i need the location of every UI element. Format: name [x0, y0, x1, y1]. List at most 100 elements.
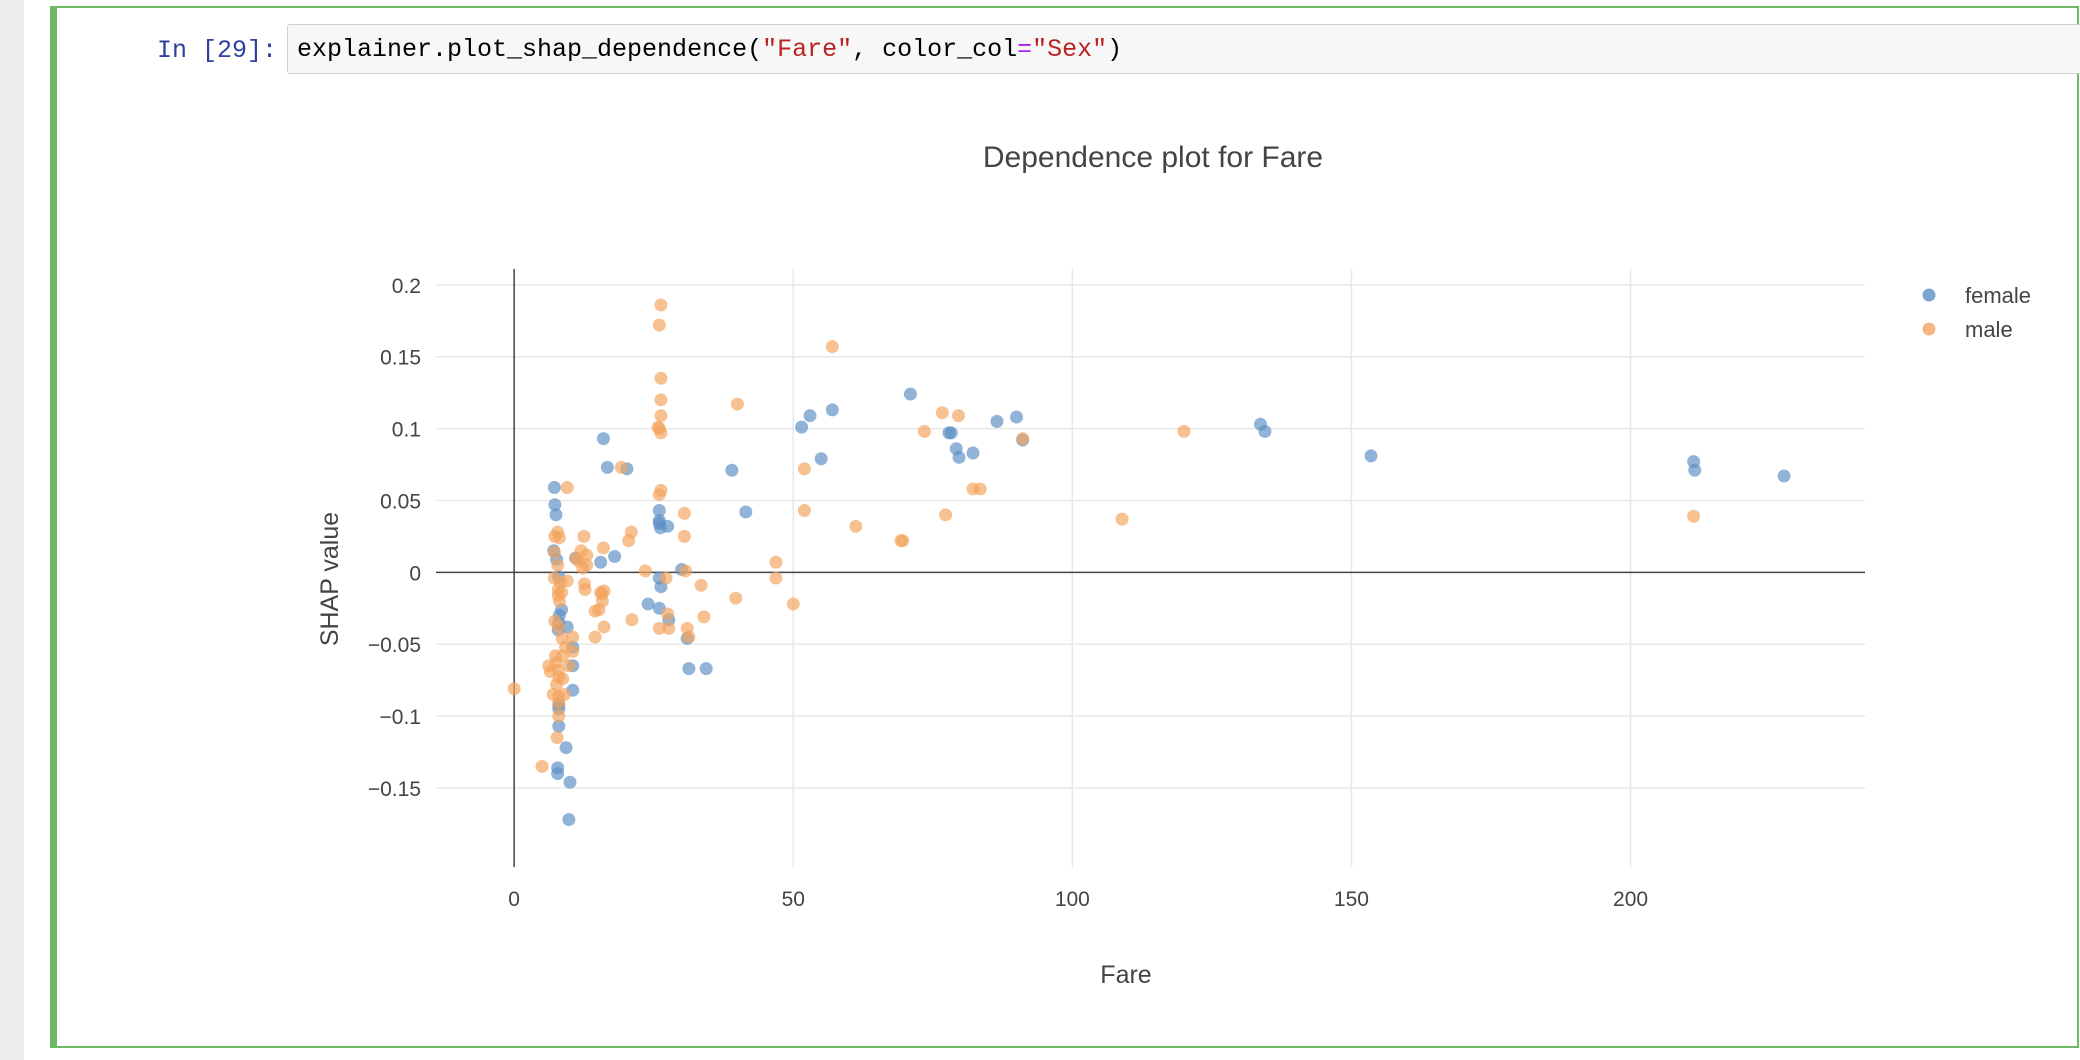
male-point [547, 545, 561, 559]
male-point [535, 759, 549, 773]
x-tick-label: 50 [782, 888, 805, 911]
male-point [652, 621, 666, 635]
legend[interactable]: female male [1922, 283, 2032, 342]
male-point [588, 630, 602, 644]
male-point [654, 298, 668, 312]
male-point [551, 558, 565, 572]
female-point [552, 719, 566, 733]
male-point [578, 583, 592, 597]
male-point [566, 630, 580, 644]
code-token: = [1017, 35, 1033, 64]
male-point [550, 731, 564, 745]
y-axis-label: SHAP value [316, 512, 344, 646]
female-point [652, 504, 666, 517]
x-tick-label: 150 [1334, 888, 1369, 911]
male-point [679, 564, 693, 578]
male-point [849, 519, 863, 533]
male-point [577, 529, 591, 543]
male-point [896, 534, 910, 548]
male-point [566, 644, 580, 658]
female-point [547, 481, 561, 494]
male-point [1016, 432, 1030, 446]
x-tick-label: 100 [1055, 888, 1090, 911]
cell-prompt: In [29]: [157, 36, 278, 65]
y-tick-label: 0.15 [380, 347, 421, 370]
female-point [549, 508, 563, 522]
male-point [973, 482, 987, 496]
grid [436, 269, 1865, 867]
male-point [654, 371, 668, 385]
male-point [797, 462, 811, 476]
male-point [730, 397, 744, 411]
legend-marker [1922, 288, 1936, 302]
male-point [935, 406, 949, 420]
y-tick-label: 0.05 [380, 490, 421, 513]
male-point [677, 529, 691, 543]
male-point [677, 506, 691, 520]
notebook-cell[interactable]: In [29]: explainer.plot_shap_dependence(… [50, 6, 2080, 1048]
male-point [697, 610, 711, 624]
y-tick-label: 0 [409, 562, 421, 585]
female-point [641, 597, 655, 611]
female-point [661, 519, 675, 533]
male-point [560, 481, 574, 494]
female-point [1258, 424, 1272, 438]
male-point [625, 613, 639, 627]
female-point [596, 432, 610, 446]
female-point [551, 767, 565, 781]
male-point [562, 659, 576, 673]
male-point [682, 630, 696, 644]
x-tick-label: 0 [508, 888, 520, 911]
female-point [608, 550, 622, 563]
female-point [559, 741, 573, 755]
female-point [548, 498, 562, 512]
male-point [1115, 512, 1129, 526]
male-point [596, 541, 610, 555]
male-point [555, 585, 569, 599]
female-point [825, 403, 839, 417]
male-point [507, 682, 521, 696]
male-point [769, 571, 783, 585]
female-point [1777, 469, 1791, 483]
legend-label: female [1965, 283, 2031, 308]
code-token: , color_col [852, 35, 1018, 64]
male-point [662, 621, 676, 635]
code-token: explainer.plot_shap_dependence( [297, 35, 763, 64]
male-point [917, 424, 931, 438]
male-point [939, 508, 953, 522]
legend-marker [1922, 322, 1936, 336]
male-point [654, 393, 668, 407]
male-point [694, 578, 708, 592]
female-point [594, 555, 608, 569]
female-point [699, 662, 713, 676]
male-point [552, 620, 566, 634]
male-point [786, 597, 800, 611]
female-point [1010, 410, 1024, 424]
female-point [739, 505, 753, 519]
male-point [597, 620, 611, 634]
code-token: "Sex" [1032, 35, 1108, 64]
male-point [560, 574, 574, 588]
female-point [725, 463, 739, 477]
code-token: ) [1107, 35, 1123, 64]
male-point [595, 594, 609, 608]
female-point [795, 420, 809, 434]
male-point [652, 318, 666, 332]
y-tick-label: −0.15 [368, 778, 421, 801]
male-point [614, 460, 628, 474]
male-point [654, 483, 668, 497]
code-input[interactable]: explainer.plot_shap_dependence("Fare", c… [287, 24, 2080, 74]
code-token: "Fare" [762, 35, 853, 64]
female-point [814, 452, 828, 466]
female-point [990, 414, 1004, 428]
male-point [580, 558, 594, 572]
axes [436, 269, 1865, 867]
data-points [507, 298, 1791, 827]
female-point [562, 813, 576, 827]
female-point [1364, 449, 1378, 463]
male-point [556, 672, 570, 686]
female-point [952, 450, 966, 464]
male-point [597, 584, 611, 598]
y-tick-label: 0.1 [392, 419, 421, 442]
female-point [600, 460, 614, 474]
